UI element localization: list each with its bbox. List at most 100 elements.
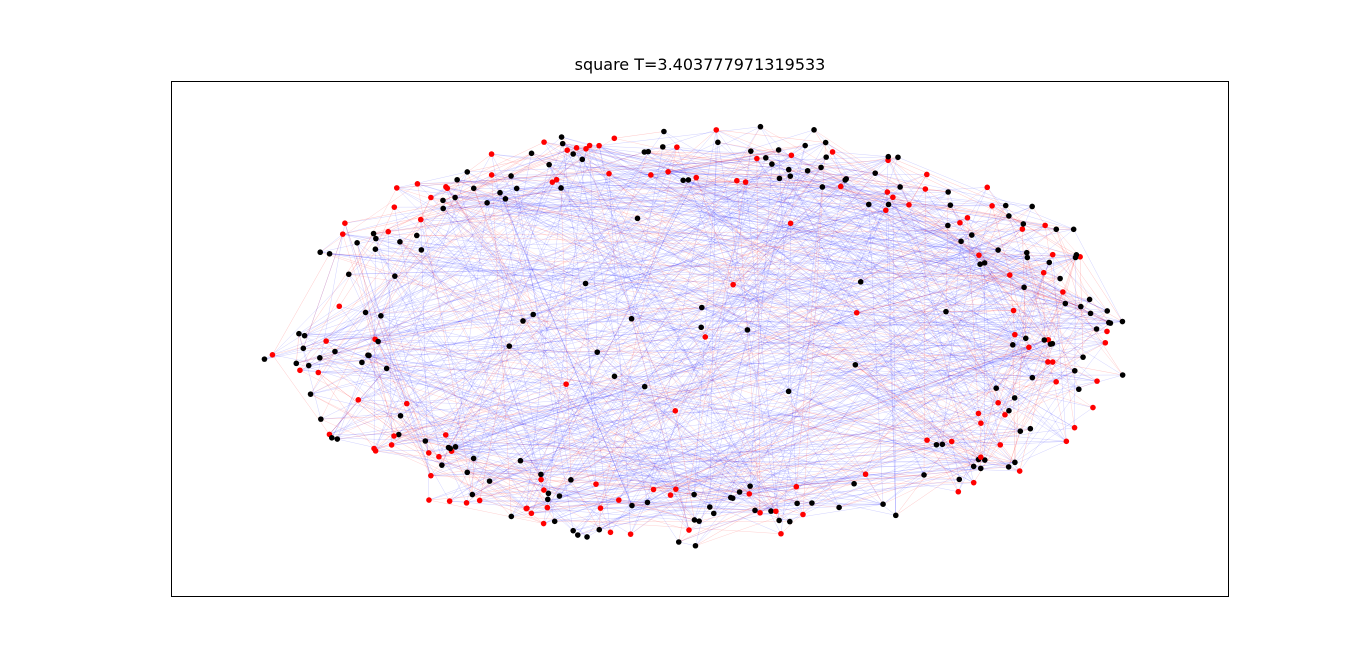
edge-long-548 — [531, 153, 974, 467]
edge-local-1156 — [790, 178, 847, 224]
edge-long-481 — [344, 223, 407, 404]
edge-long-380 — [713, 188, 926, 514]
edge-long-1127 — [631, 179, 689, 319]
edge-long-1001 — [375, 186, 901, 452]
node-40 — [342, 220, 348, 226]
edge-local-47 — [732, 178, 847, 285]
edge-long-1052 — [303, 348, 1084, 358]
edge-long-577 — [561, 136, 985, 264]
edge-long-262 — [398, 179, 557, 435]
edge-local-67 — [987, 187, 1044, 273]
edge-local-1141 — [695, 177, 734, 285]
edge-local-933 — [318, 372, 375, 449]
node-26 — [513, 185, 520, 192]
edge-long-972 — [695, 428, 1031, 546]
node-32 — [836, 504, 842, 511]
node-211 — [354, 240, 360, 246]
node-76 — [488, 151, 495, 157]
node-167 — [1049, 359, 1056, 365]
edge-long-225 — [844, 179, 1001, 446]
node-189 — [428, 194, 434, 201]
node-131 — [403, 400, 410, 407]
edge-long-331 — [1032, 342, 1106, 378]
edge-long-37 — [548, 466, 1009, 494]
edge-local-812 — [888, 156, 1006, 206]
edge-long-310 — [438, 150, 568, 457]
edge-long-1188 — [511, 352, 598, 517]
edge-long-429 — [448, 254, 1053, 448]
edge-long-164 — [525, 150, 568, 509]
edge-long-32 — [950, 205, 1033, 378]
edge-long-1040 — [540, 177, 697, 480]
node-175 — [1045, 359, 1051, 365]
edge-long-884 — [756, 158, 761, 513]
edge-long-42 — [447, 188, 1066, 304]
node-160 — [822, 139, 829, 146]
node-250 — [339, 231, 346, 237]
node-143 — [332, 348, 338, 355]
node-186 — [862, 471, 869, 478]
node-244 — [945, 222, 951, 229]
edge-local-1178 — [391, 345, 510, 446]
edge-long-638 — [547, 157, 767, 508]
edge-long-517 — [716, 129, 780, 521]
edge-long-406 — [386, 321, 1123, 369]
node-148 — [597, 505, 604, 511]
edge-long-1041 — [540, 126, 761, 475]
edge-long-460 — [585, 148, 1081, 307]
edge-long-979 — [552, 181, 1006, 206]
edge-local-858 — [473, 153, 532, 189]
edge-long-510 — [308, 327, 702, 366]
edge-long-688 — [865, 187, 988, 475]
edge-local-824 — [978, 413, 1016, 463]
edge-long-759 — [455, 197, 1063, 293]
edge-long-961 — [562, 143, 928, 441]
node-104 — [922, 186, 929, 192]
edge-long-326 — [396, 187, 1094, 408]
node-45 — [787, 518, 793, 525]
edge-long-621 — [320, 361, 1053, 420]
edge-local-786 — [984, 262, 1045, 341]
edge-long-971 — [1014, 287, 1025, 335]
node-237 — [336, 303, 343, 310]
edge-long-60 — [373, 278, 1061, 449]
edge-long-502 — [585, 283, 597, 485]
edge-long-633 — [329, 434, 446, 436]
edge-local-1109 — [945, 311, 1048, 363]
edge-long-341 — [430, 188, 448, 198]
node-98 — [727, 494, 734, 501]
edge-long-1072 — [420, 219, 474, 459]
edge-local-297 — [695, 486, 797, 546]
edge-local-645 — [442, 145, 590, 201]
node-291 — [948, 438, 955, 445]
node-243 — [644, 499, 651, 506]
node-88 — [706, 504, 713, 510]
edge-long-293 — [599, 310, 1014, 530]
edge-long-1164 — [511, 376, 615, 517]
edge-long-745 — [472, 342, 1106, 495]
edge-long-962 — [926, 306, 1081, 441]
node-158 — [413, 232, 420, 239]
edge-long-543 — [310, 229, 1074, 395]
edge-long-704 — [678, 444, 937, 543]
edge-local-675 — [1023, 223, 1076, 258]
edge-long-505 — [473, 188, 896, 516]
edge-long-137 — [308, 156, 889, 366]
edge-long-383 — [759, 338, 1026, 513]
edge-local-126 — [472, 494, 544, 524]
edge-long-345 — [631, 459, 985, 506]
edge-long-110 — [813, 129, 901, 188]
edge-long-332 — [967, 217, 1033, 378]
edge-long-307 — [491, 174, 512, 517]
edge-long-384 — [582, 159, 1026, 339]
edge-long-249 — [489, 480, 548, 500]
edge-long-898 — [388, 231, 981, 469]
edge-long-575 — [296, 204, 951, 364]
edge-long-760 — [455, 192, 501, 198]
edge-long-353 — [516, 188, 1111, 324]
edge-long-756 — [365, 303, 1066, 313]
edge-long-448 — [892, 197, 982, 424]
edge-long-1064 — [526, 380, 1098, 509]
edge-long-995 — [420, 219, 813, 504]
node-265 — [665, 168, 671, 175]
